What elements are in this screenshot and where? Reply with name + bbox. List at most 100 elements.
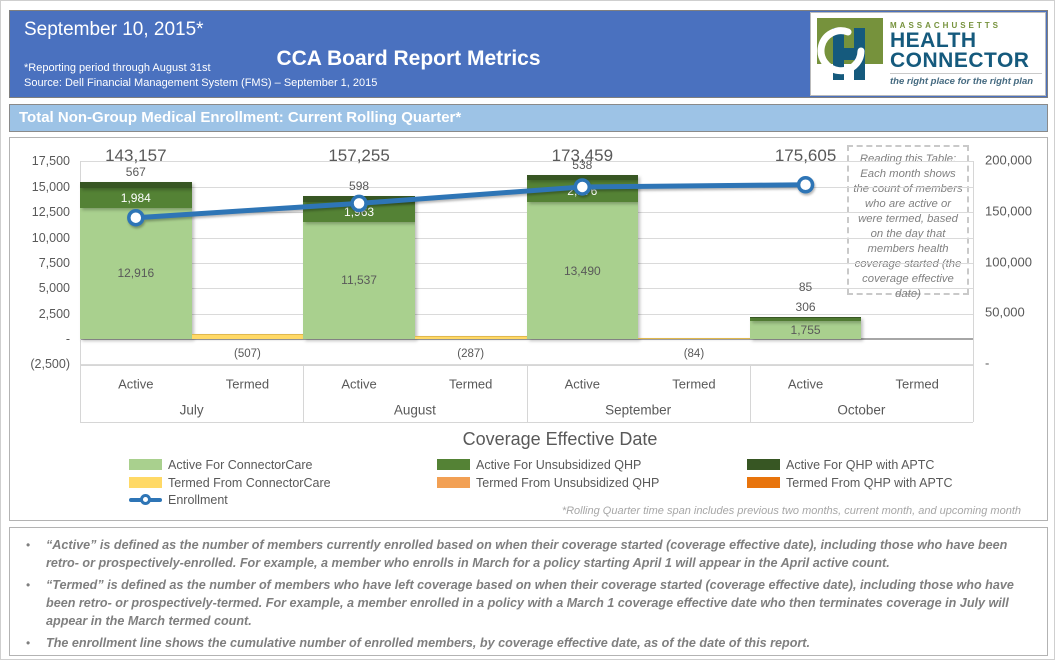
- bar-segment-active-for-connectorcare: [526, 202, 639, 339]
- health-connector-logo-icon: [817, 18, 883, 80]
- enrollment-point-marker: [350, 194, 368, 213]
- bar-value-label: 1,984: [120, 190, 151, 205]
- y-axis-right-tick: 200,000: [985, 152, 1032, 168]
- legend-item-active-for-unsubsidized-qhp: Active For Unsubsidized QHP: [437, 458, 737, 472]
- category-band-bottom: [80, 422, 973, 423]
- termed-value-label: (84): [683, 348, 705, 360]
- bar-segment-active-for-connectorcare: [749, 321, 862, 339]
- legend-label: Active For Unsubsidized QHP: [476, 458, 642, 472]
- bullet-icon: •: [26, 636, 31, 651]
- logo-name-line1: HEALTH: [890, 28, 977, 52]
- enrollment-value-label: 173,459: [551, 146, 614, 165]
- enrollment-point-marker: [573, 178, 592, 196]
- enrollment-value-label: 143,157: [105, 146, 167, 165]
- bar-value-label: 11,537: [341, 273, 377, 288]
- enrollment-value-label: 175,605: [774, 146, 837, 165]
- month-separator: [749, 365, 751, 422]
- legend-swatch-icon: [129, 477, 162, 488]
- legend-item-active-for-qhp-with-aptc: Active For QHP with APTC: [747, 458, 1047, 472]
- legend-label: Active For ConnectorCare: [168, 458, 313, 472]
- rolling-quarter-footnote: *Rolling Quarter time span includes prev…: [561, 505, 1021, 517]
- legend-label: Enrollment: [168, 493, 228, 507]
- termed-value-label: (287): [457, 348, 485, 360]
- report-footnotes: *Reporting period through August 31st So…: [24, 61, 377, 91]
- legend-line-marker-icon: [140, 494, 151, 505]
- chart-section-title: Total Non-Group Medical Enrollment: Curr…: [19, 109, 462, 126]
- category-label-active: Active: [787, 376, 824, 392]
- reporting-period-note: *Reporting period through August 31st: [24, 62, 211, 75]
- bullet-icon: •: [26, 578, 31, 593]
- legend-label: Termed From QHP with APTC: [786, 476, 953, 490]
- logo-name-line2: CONNECTOR: [890, 48, 1030, 72]
- legend-item-active-for-connectorcare: Active For ConnectorCare: [129, 458, 429, 472]
- y-axis-left-tick: 12,500: [31, 205, 70, 220]
- category-label-active: Active: [341, 376, 377, 392]
- y-axis-left-tick: 2,500: [38, 306, 70, 321]
- legend-item-termed-from-connectorcare: Termed From ConnectorCare: [129, 476, 429, 490]
- bar-value-label: 306: [795, 300, 816, 315]
- logo-region-text: MASSACHUSETTS: [890, 20, 1002, 30]
- bar-segment-active-for-unsubsidized-qhp: [80, 187, 192, 208]
- legend-swatch-icon: [747, 459, 780, 470]
- category-label-termed: Termed: [449, 376, 493, 392]
- termed-bar: [638, 338, 750, 339]
- bar-value-label: 598: [349, 178, 370, 193]
- source-note: Source: Dell Financial Management System…: [24, 77, 378, 90]
- legend-swatch-icon: [437, 477, 470, 488]
- logo-tagline: the right place for the right plan: [890, 76, 1034, 88]
- legend-swatch-icon: [129, 459, 162, 470]
- x-axis-title: Coverage Effective Date: [462, 429, 658, 449]
- report-title: CCA Board Report Metrics: [276, 47, 541, 70]
- bar-value-label: 13,490: [563, 263, 601, 278]
- y-axis-left-tick: 7,500: [38, 255, 70, 270]
- bar-value-label: 12,916: [117, 266, 155, 281]
- legend-label: Termed From Unsubsidized QHP: [476, 476, 660, 490]
- category-label-month: October: [837, 402, 886, 418]
- chart-section-title-bar: Total Non-Group Medical Enrollment: Curr…: [9, 104, 1048, 132]
- category-label-termed: Termed: [895, 376, 939, 392]
- enrollment-chart: Reading this Table: Each month shows the…: [9, 137, 1048, 521]
- termed-value-label: (507): [234, 348, 261, 360]
- termed-bar: [191, 333, 304, 339]
- enrollment-line: [127, 176, 815, 227]
- legend-label: Active For QHP with APTC: [786, 458, 935, 472]
- bar-segment-active-for-unsubsidized-qhp: [749, 318, 862, 322]
- report-date: September 10, 2015*: [24, 19, 204, 40]
- note-termed-definition: • “Termed” is defined as the number of m…: [26, 577, 1033, 630]
- bullet-icon: •: [26, 538, 31, 552]
- report-header: September 10, 2015* CCA Board Report Met…: [9, 10, 1048, 98]
- gridline: [80, 161, 973, 163]
- y-axis-right-tick: 150,000: [985, 203, 1032, 219]
- y-axis-left-tick: 17,500: [31, 154, 70, 169]
- bar-segment-active-for-connectorcare: [303, 221, 415, 339]
- bar-segment-active-for-qhp-with-aptc: [749, 317, 862, 319]
- y-axis-right-tick: -: [985, 355, 990, 371]
- enrollment-point-marker: [796, 176, 815, 194]
- legend-item-termed-from-qhp-with-aptc: Termed From QHP with APTC: [747, 476, 1047, 490]
- y-axis-right-tick: 100,000: [985, 254, 1032, 269]
- bar-value-label: 567: [125, 165, 146, 179]
- enrollment-point-marker: [127, 208, 145, 227]
- bar-segment-active-for-qhp-with-aptc: [80, 182, 192, 188]
- y-axis-left-tick: 10,000: [31, 230, 70, 245]
- category-label-active: Active: [118, 376, 154, 392]
- category-label-termed: Termed: [225, 376, 270, 392]
- enrollment-value-label: 157,255: [328, 146, 390, 165]
- y-axis-right-tick: 50,000: [985, 304, 1025, 320]
- plot-right-border: [973, 161, 974, 422]
- definitions-notes: • “Active” is defined as the number of m…: [9, 527, 1048, 656]
- termed-bar: [414, 336, 527, 339]
- bar-value-label: 85: [798, 280, 813, 295]
- reading-this-table-note: Reading this Table: Each month shows the…: [847, 145, 969, 300]
- y-axis-left-tick: -: [65, 332, 70, 346]
- gridline: [80, 364, 973, 366]
- bar-value-label: 538: [572, 157, 593, 172]
- note-enrollment-line: • The enrollment line shows the cumulati…: [26, 635, 1033, 653]
- bar-value-label: 1,755: [790, 323, 821, 338]
- logo-divider: [890, 73, 1042, 75]
- bar-segment-active-for-connectorcare: [80, 207, 192, 339]
- bar-segment-active-for-qhp-with-aptc: [526, 174, 639, 180]
- note-active-definition: • “Active” is defined as the number of m…: [26, 537, 1033, 572]
- category-label-month: September: [605, 402, 672, 418]
